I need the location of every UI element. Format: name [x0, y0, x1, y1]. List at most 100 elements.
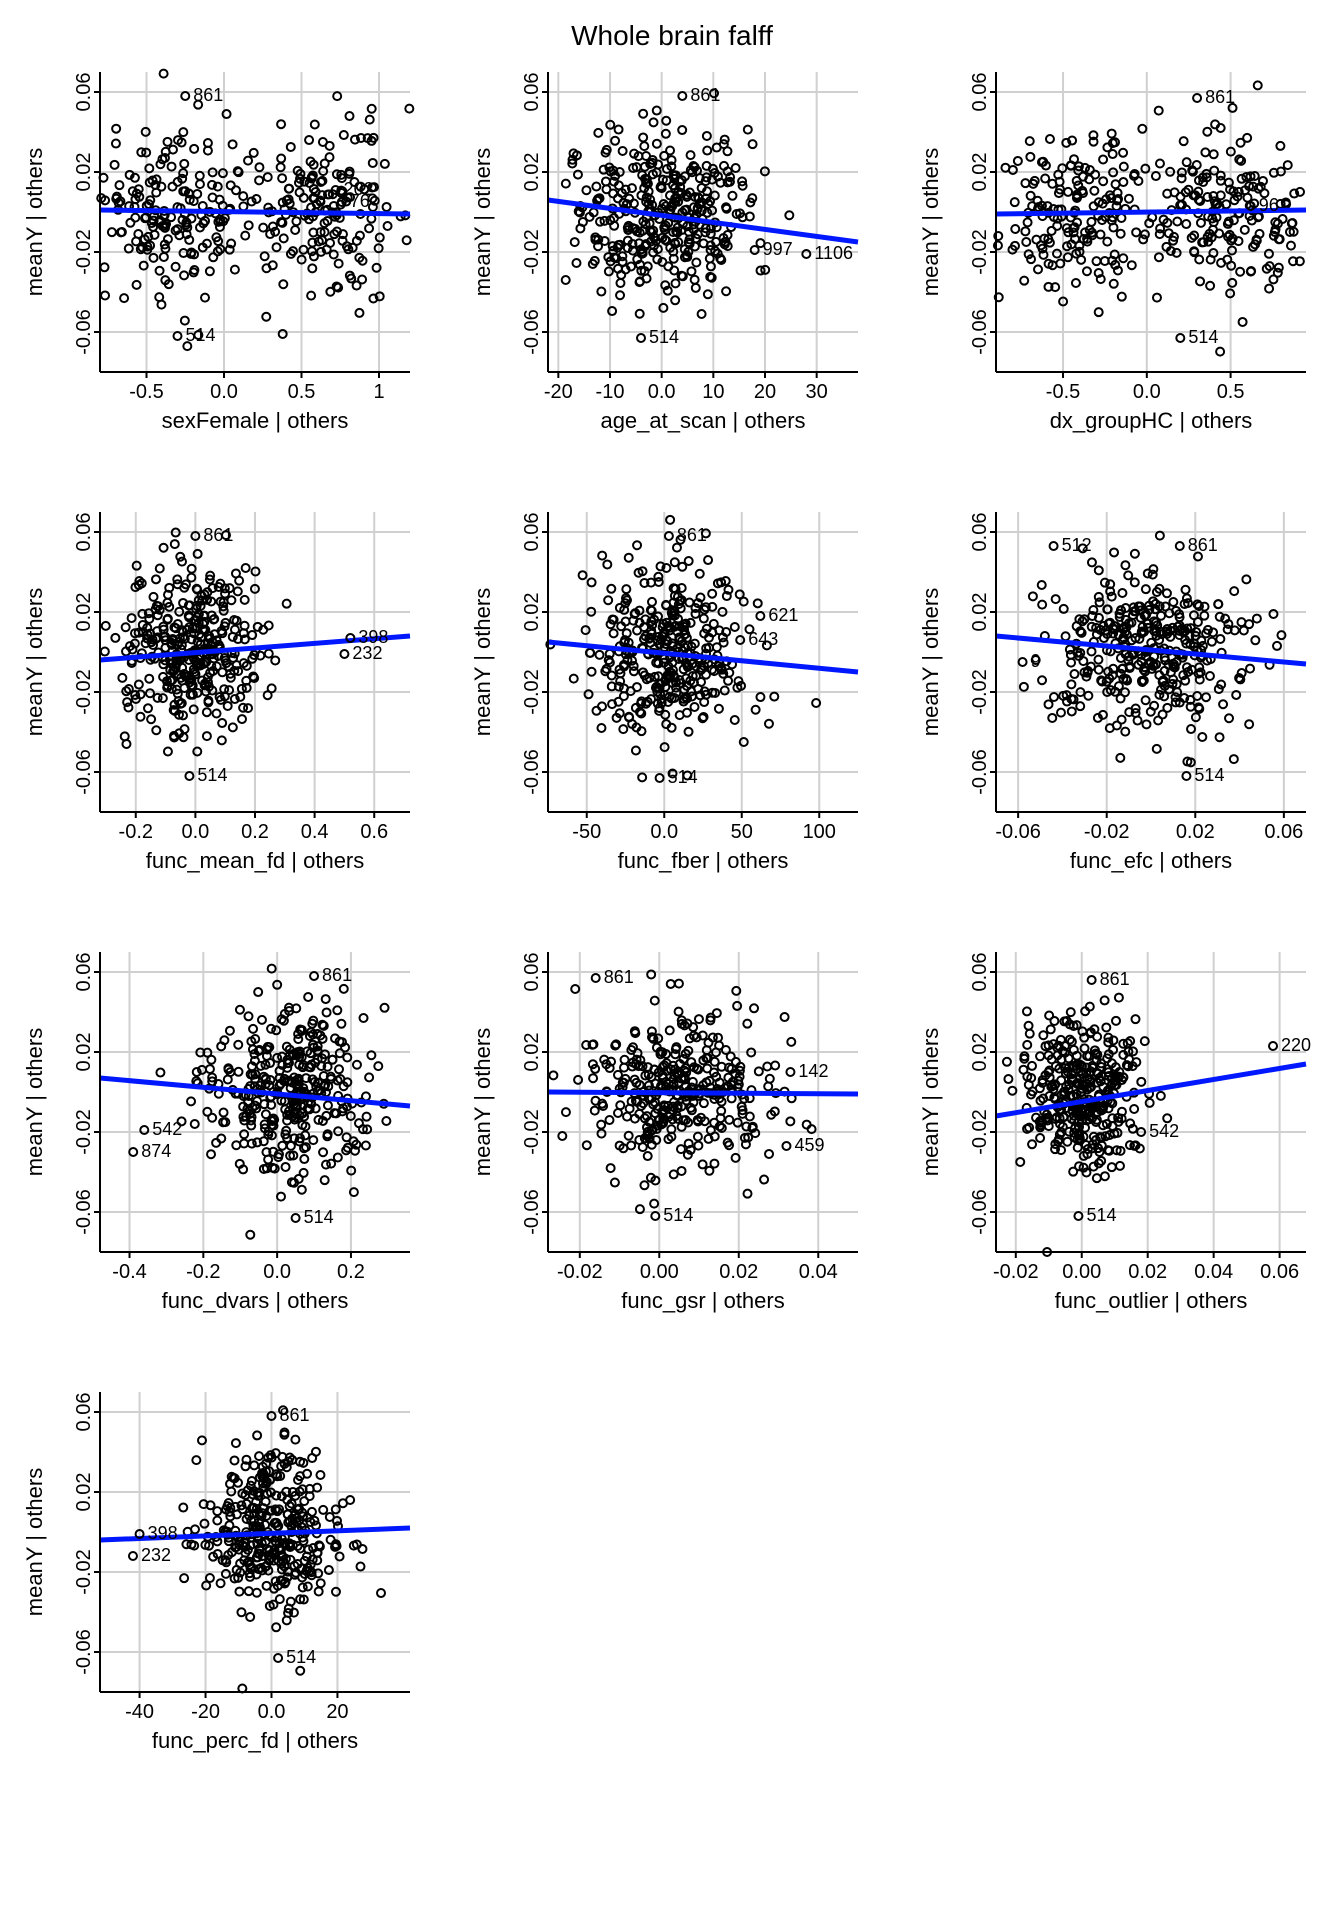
svg-text:-0.02: -0.02: [1084, 821, 1130, 843]
y-axis-label: meanY | others: [22, 1468, 47, 1616]
svg-text:-0.5: -0.5: [129, 381, 163, 403]
svg-text:0.00: 0.00: [1062, 1261, 1101, 1283]
scatter-panel: 861398232514-40-200.020-0.06-0.020.020.0…: [20, 1382, 428, 1762]
svg-text:-0.02: -0.02: [73, 1109, 95, 1155]
svg-text:-0.2: -0.2: [119, 821, 153, 843]
svg-text:0.02: 0.02: [969, 153, 991, 192]
svg-text:-0.06: -0.06: [995, 821, 1041, 843]
svg-text:-0.02: -0.02: [521, 669, 543, 715]
point-annotation: 861: [322, 965, 352, 985]
y-axis-label: meanY | others: [22, 588, 47, 736]
svg-text:0.06: 0.06: [1260, 1261, 1299, 1283]
svg-text:0.02: 0.02: [1176, 821, 1215, 843]
point-annotation: 514: [1194, 765, 1224, 785]
point-annotation: 514: [1086, 1205, 1116, 1225]
svg-text:-50: -50: [572, 821, 601, 843]
svg-text:0.06: 0.06: [521, 513, 543, 552]
point-annotation: 514: [286, 1647, 316, 1667]
svg-text:20: 20: [326, 1701, 348, 1723]
svg-text:-0.02: -0.02: [73, 229, 95, 275]
svg-text:0.06: 0.06: [969, 73, 991, 112]
point-annotation: 514: [186, 325, 216, 345]
point-annotation: 1106: [814, 243, 853, 263]
point-annotation: 997: [763, 239, 793, 259]
point-annotation: 142: [798, 1061, 828, 1081]
svg-text:-0.06: -0.06: [969, 309, 991, 355]
svg-text:-0.02: -0.02: [993, 1261, 1039, 1283]
svg-text:0.02: 0.02: [73, 593, 95, 632]
point-annotation: 398: [148, 1523, 178, 1543]
svg-text:-20: -20: [544, 381, 573, 403]
point-annotation: 514: [1188, 327, 1218, 347]
svg-text:0.0: 0.0: [258, 1701, 286, 1723]
svg-text:0.02: 0.02: [719, 1261, 758, 1283]
point-annotation: 861: [203, 525, 233, 545]
point-annotation: 220: [1281, 1035, 1311, 1055]
svg-text:0.04: 0.04: [1194, 1261, 1233, 1283]
x-axis-label: func_efc | others: [1070, 848, 1232, 873]
point-annotation: 874: [141, 1141, 171, 1161]
svg-text:-0.06: -0.06: [73, 749, 95, 795]
scatter-panel: 861542874514-0.4-0.20.00.2-0.06-0.020.02…: [20, 942, 428, 1322]
svg-text:100: 100: [803, 821, 836, 843]
svg-text:-0.02: -0.02: [521, 1109, 543, 1155]
point-annotation: 542: [152, 1119, 182, 1139]
svg-text:0.2: 0.2: [337, 1261, 365, 1283]
svg-text:0.02: 0.02: [73, 1473, 95, 1512]
y-axis-label: meanY | others: [470, 148, 495, 296]
point-annotation: 514: [304, 1207, 334, 1227]
svg-text:30: 30: [806, 381, 828, 403]
point-annotation: 514: [649, 327, 679, 347]
y-axis-label: meanY | others: [918, 1028, 943, 1176]
svg-text:0.02: 0.02: [73, 153, 95, 192]
x-axis-label: dx_groupHC | others: [1050, 408, 1253, 433]
point-annotation: 861: [1205, 87, 1235, 107]
svg-text:-0.02: -0.02: [969, 669, 991, 715]
svg-text:-0.02: -0.02: [557, 1261, 603, 1283]
svg-text:0.06: 0.06: [969, 953, 991, 992]
svg-text:-0.06: -0.06: [969, 1189, 991, 1235]
point-annotation: 643: [748, 629, 778, 649]
x-axis-label: sexFemale | others: [162, 408, 349, 433]
svg-text:-40: -40: [125, 1701, 154, 1723]
x-axis-label: func_perc_fd | others: [152, 1728, 358, 1753]
panel-grid: 86120276514-0.50.00.51-0.06-0.020.020.06…: [20, 62, 1324, 1762]
svg-text:-0.06: -0.06: [73, 309, 95, 355]
x-axis-label: func_fber | others: [618, 848, 789, 873]
svg-text:0.06: 0.06: [73, 1393, 95, 1432]
point-annotation: 542: [1149, 1121, 1179, 1141]
svg-text:-0.5: -0.5: [1046, 381, 1080, 403]
point-annotation: 861: [677, 525, 707, 545]
point-annotation: 621: [768, 605, 798, 625]
svg-text:20: 20: [754, 381, 776, 403]
svg-text:0.02: 0.02: [1128, 1261, 1167, 1283]
scatter-panel: 86196514-0.50.00.5-0.06-0.020.020.06dx_g…: [916, 62, 1324, 442]
svg-text:-0.02: -0.02: [521, 229, 543, 275]
svg-text:-0.06: -0.06: [521, 309, 543, 355]
point-annotation: 512: [1062, 535, 1092, 555]
scatter-panel: 8619971106514-20-100.0102030-0.06-0.020.…: [468, 62, 876, 442]
svg-text:0.4: 0.4: [301, 821, 329, 843]
scatter-panel: 861621643514-500.050100-0.06-0.020.020.0…: [468, 502, 876, 882]
svg-text:-0.2: -0.2: [186, 1261, 220, 1283]
svg-text:-0.06: -0.06: [73, 1189, 95, 1235]
svg-text:0.06: 0.06: [73, 513, 95, 552]
x-axis-label: func_mean_fd | others: [146, 848, 365, 873]
point-annotation: 861: [690, 85, 720, 105]
point-annotation: 459: [794, 1135, 824, 1155]
point-annotation: 861: [1100, 969, 1130, 989]
svg-text:-0.02: -0.02: [73, 1549, 95, 1595]
svg-text:10: 10: [702, 381, 724, 403]
svg-text:0.5: 0.5: [1217, 381, 1245, 403]
svg-text:-10: -10: [596, 381, 625, 403]
svg-text:0.06: 0.06: [969, 513, 991, 552]
svg-text:0.0: 0.0: [1133, 381, 1161, 403]
svg-text:0.02: 0.02: [521, 593, 543, 632]
x-axis-label: age_at_scan | others: [600, 408, 805, 433]
svg-text:0.06: 0.06: [73, 953, 95, 992]
y-axis-label: meanY | others: [918, 588, 943, 736]
svg-text:1: 1: [373, 381, 384, 403]
point-annotation: 861: [1188, 535, 1218, 555]
svg-text:-20: -20: [191, 1701, 220, 1723]
svg-text:0.00: 0.00: [640, 1261, 679, 1283]
